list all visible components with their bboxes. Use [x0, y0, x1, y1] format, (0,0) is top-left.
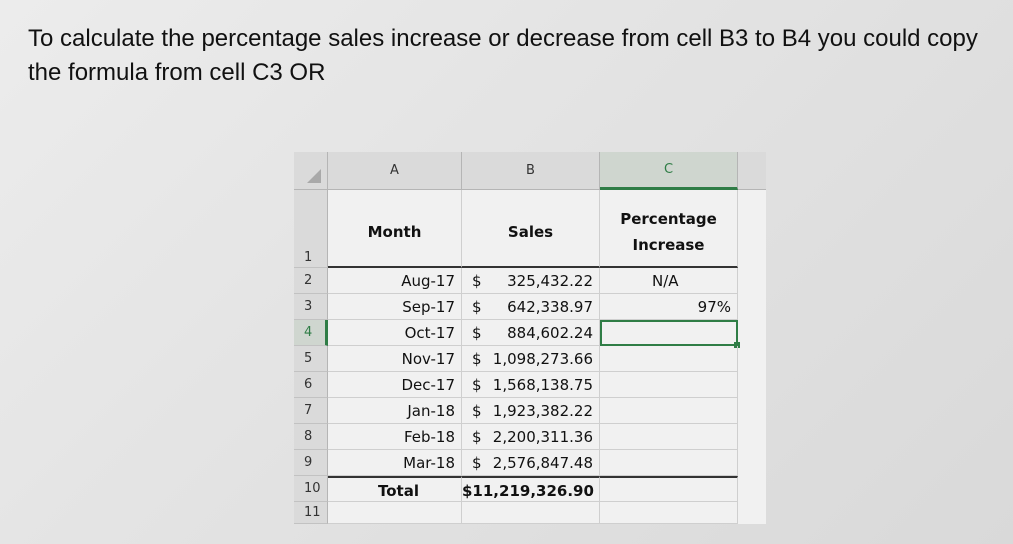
sales-cell[interactable]: $2,576,847.48: [462, 450, 600, 476]
row-header-1[interactable]: 1: [294, 190, 328, 268]
sales-value: 2,576,847.48: [492, 454, 593, 472]
currency-symbol: $: [472, 454, 482, 472]
row-header-6[interactable]: 6: [294, 372, 328, 398]
sheet-edge: [738, 152, 766, 190]
header-sales[interactable]: Sales: [462, 190, 600, 268]
total-pct-cell[interactable]: [600, 476, 738, 502]
header-pct-line2: Increase: [632, 236, 705, 254]
empty-cell[interactable]: [328, 502, 462, 524]
pct-cell[interactable]: [600, 398, 738, 424]
month-cell[interactable]: Oct-17: [328, 320, 462, 346]
row-header-7[interactable]: 7: [294, 398, 328, 424]
empty-cell[interactable]: [600, 502, 738, 524]
currency-symbol: $: [472, 402, 482, 420]
sales-value: 325,432.22: [507, 272, 593, 290]
sales-value: 1,923,382.22: [492, 402, 593, 420]
row-header-10[interactable]: 10: [294, 476, 328, 502]
row-header-2[interactable]: 2: [294, 268, 328, 294]
currency-symbol: $: [472, 324, 482, 342]
row-header-11[interactable]: 11: [294, 502, 328, 524]
sales-cell[interactable]: $1,098,273.66: [462, 346, 600, 372]
fill-handle[interactable]: [734, 342, 740, 348]
row-header-3[interactable]: 3: [294, 294, 328, 320]
sales-cell[interactable]: $884,602.24: [462, 320, 600, 346]
sales-value: 1,098,273.66: [492, 350, 593, 368]
sales-cell[interactable]: $325,432.22: [462, 268, 600, 294]
row-header-8[interactable]: 8: [294, 424, 328, 450]
month-cell[interactable]: Nov-17: [328, 346, 462, 372]
sales-cell[interactable]: $2,200,311.36: [462, 424, 600, 450]
currency-symbol: $: [472, 298, 482, 316]
empty-cell[interactable]: [462, 502, 600, 524]
pct-cell[interactable]: [600, 372, 738, 398]
currency-symbol: $: [472, 376, 482, 394]
pct-cell[interactable]: [600, 424, 738, 450]
currency-symbol: $: [472, 428, 482, 446]
select-all-corner[interactable]: [294, 152, 328, 190]
pct-cell[interactable]: [600, 450, 738, 476]
sales-cell[interactable]: $1,568,138.75: [462, 372, 600, 398]
total-label[interactable]: Total: [328, 476, 462, 502]
month-cell[interactable]: Feb-18: [328, 424, 462, 450]
total-sales[interactable]: $11,219,326.90: [462, 476, 600, 502]
pct-cell[interactable]: N/A: [600, 268, 738, 294]
sales-cell[interactable]: $1,923,382.22: [462, 398, 600, 424]
month-cell[interactable]: Sep-17: [328, 294, 462, 320]
column-header-a[interactable]: A: [328, 152, 462, 190]
spreadsheet: A B C 1 Month Sales Percentage Increase …: [294, 152, 766, 524]
sales-value: 1,568,138.75: [492, 376, 593, 394]
question-text: To calculate the percentage sales increa…: [28, 25, 978, 86]
selected-cell-c4[interactable]: [600, 320, 740, 348]
month-cell[interactable]: Mar-18: [328, 450, 462, 476]
sales-cell[interactable]: $642,338.97: [462, 294, 600, 320]
pct-cell[interactable]: [600, 346, 738, 372]
row-header-4[interactable]: 4: [294, 320, 328, 346]
sales-value: 884,602.24: [507, 324, 593, 342]
header-month[interactable]: Month: [328, 190, 462, 268]
column-header-b[interactable]: B: [462, 152, 600, 190]
sales-value: 642,338.97: [507, 298, 593, 316]
sales-value: 2,200,311.36: [492, 428, 593, 446]
currency-symbol: $: [472, 272, 482, 290]
month-cell[interactable]: Jan-18: [328, 398, 462, 424]
row-header-5[interactable]: 5: [294, 346, 328, 372]
pct-cell[interactable]: 97%: [600, 294, 738, 320]
header-percentage-increase[interactable]: Percentage Increase: [600, 190, 738, 268]
row-header-9[interactable]: 9: [294, 450, 328, 476]
column-header-c[interactable]: C: [600, 152, 738, 190]
month-cell[interactable]: Dec-17: [328, 372, 462, 398]
header-pct-line1: Percentage: [620, 210, 717, 228]
month-cell[interactable]: Aug-17: [328, 268, 462, 294]
currency-symbol: $: [472, 350, 482, 368]
